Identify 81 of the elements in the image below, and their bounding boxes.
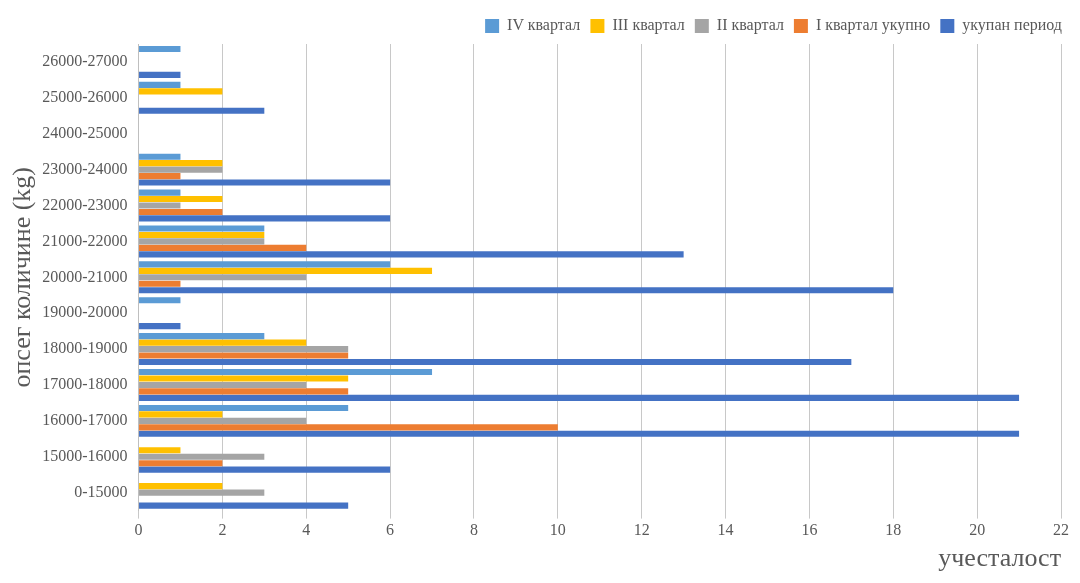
- legend-label: II квартал: [716, 16, 784, 35]
- bar: [139, 430, 1020, 437]
- bar: [139, 225, 265, 232]
- bar: [139, 244, 307, 251]
- bar: [139, 238, 265, 245]
- bar: [139, 202, 181, 209]
- y-tick-label: 0-15000: [74, 482, 128, 500]
- x-tick-label: 2: [218, 521, 227, 539]
- x-tick-label: 4: [302, 521, 311, 539]
- bar: [139, 71, 181, 78]
- bar: [139, 447, 181, 454]
- x-tick-label: 16: [801, 521, 818, 539]
- bar: [139, 323, 181, 330]
- bar: [139, 404, 349, 412]
- bar: [139, 261, 391, 268]
- bar: [139, 107, 265, 114]
- x-tick-label: 12: [633, 521, 650, 539]
- bar: [139, 173, 181, 180]
- bar: [139, 195, 223, 203]
- y-tick-label: 26000-27000: [42, 52, 128, 70]
- bar: [139, 483, 223, 490]
- bar: [139, 179, 391, 186]
- y-tick-label: 19000-20000: [42, 303, 128, 321]
- y-tick-label: 16000-17000: [42, 411, 128, 429]
- bar: [139, 368, 433, 376]
- bar: [139, 274, 307, 281]
- legend-label: укупан период: [962, 16, 1063, 35]
- bar: [139, 81, 181, 88]
- y-tick-label: 17000-18000: [42, 375, 128, 393]
- y-tick-label: 20000-21000: [42, 267, 128, 285]
- bar: [139, 388, 349, 395]
- bar: [139, 502, 349, 509]
- bar: [139, 297, 181, 304]
- x-tick-label: 14: [717, 521, 734, 539]
- bar: [139, 333, 265, 340]
- bar: [139, 88, 223, 95]
- legend-label: IV квартал: [507, 16, 581, 35]
- x-tick-label: 10: [549, 521, 566, 539]
- bar: [139, 153, 181, 160]
- legend-label: III квартал: [612, 16, 685, 35]
- bar: [139, 189, 181, 196]
- bar: [139, 45, 181, 53]
- y-tick-label: 18000-19000: [42, 339, 128, 357]
- bar: [139, 352, 349, 359]
- bar: [139, 160, 223, 167]
- x-tick-label: 18: [885, 521, 902, 539]
- x-tick-label: 0: [134, 521, 143, 539]
- bar: [139, 287, 894, 294]
- x-tick-label: 8: [469, 521, 478, 539]
- y-tick-label: 15000-16000: [42, 446, 128, 464]
- bar: [139, 394, 1020, 401]
- x-tick-label: 6: [386, 521, 395, 539]
- y-tick-label: 23000-24000: [42, 159, 128, 177]
- y-tick-label: 21000-22000: [42, 231, 128, 249]
- bar: [139, 489, 265, 496]
- bar: [139, 466, 391, 473]
- bar: [139, 215, 391, 222]
- bar: [139, 375, 349, 382]
- bar: [139, 346, 349, 353]
- bar: [139, 267, 433, 274]
- bar: [139, 280, 181, 287]
- bar: [139, 358, 852, 366]
- bar: [139, 208, 223, 216]
- y-axis-title: опсег количине (kg): [7, 167, 37, 388]
- y-tick-label: 25000-26000: [42, 88, 128, 106]
- bar: [139, 339, 307, 346]
- y-tick-label: 22000-23000: [42, 195, 128, 213]
- legend-label: I квартал укупно: [815, 16, 931, 35]
- y-tick-label: 24000-25000: [42, 123, 128, 141]
- x-axis-title: учесталост: [938, 543, 1061, 573]
- bar: [139, 381, 307, 389]
- x-tick-label: 22: [1053, 521, 1069, 539]
- bar: [139, 453, 265, 460]
- bar: [139, 417, 307, 424]
- x-tick-label: 20: [969, 521, 986, 539]
- bar: [139, 411, 223, 418]
- bar: [139, 231, 265, 239]
- bar: [139, 251, 684, 258]
- bar: [139, 166, 223, 173]
- bar: [139, 460, 223, 467]
- bar: [139, 424, 558, 431]
